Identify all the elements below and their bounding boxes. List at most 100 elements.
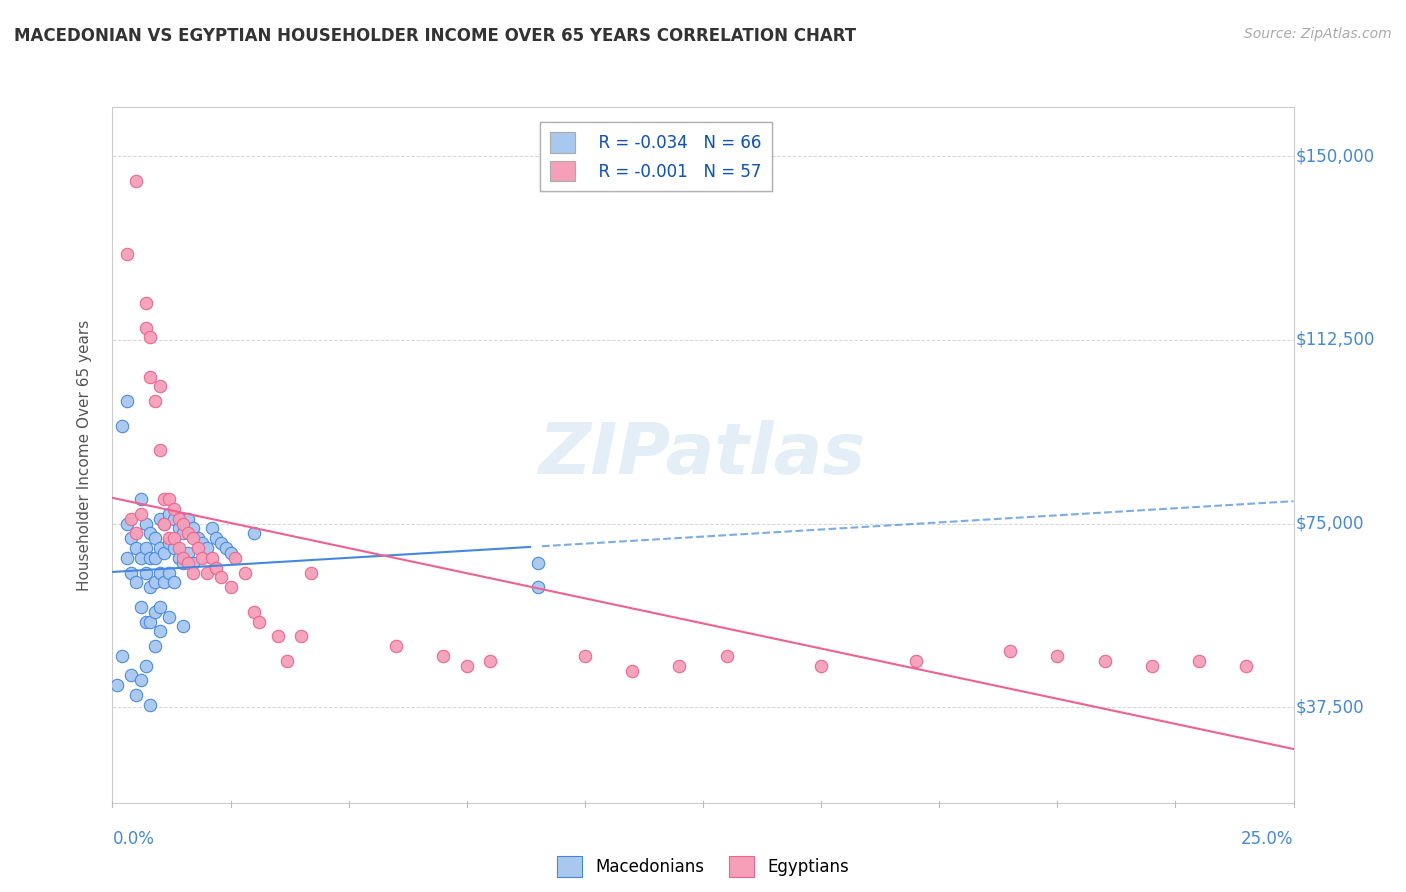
Point [129, 550, 152, 565]
Point [167, 541, 190, 555]
Point [177, 526, 200, 541]
Point [135, 658, 157, 673]
Point [153, 491, 176, 506]
Point [115, 550, 138, 565]
Point [105, 678, 128, 692]
Point [432, 648, 454, 663]
Text: $150,000: $150,000 [1296, 147, 1375, 165]
Point [233, 566, 256, 580]
Point [115, 247, 138, 261]
Point [149, 624, 172, 639]
Y-axis label: Householder Income Over 65 years: Householder Income Over 65 years [77, 319, 91, 591]
Point [115, 516, 138, 531]
Point [247, 615, 270, 629]
Point [810, 658, 832, 673]
Point [385, 639, 408, 653]
Point [1188, 654, 1211, 668]
Point [143, 605, 166, 619]
Point [125, 173, 148, 187]
Point [135, 296, 157, 310]
Point [191, 550, 214, 565]
Point [157, 531, 180, 545]
Point [201, 550, 224, 565]
Text: 0.0%: 0.0% [112, 830, 155, 847]
Point [143, 550, 166, 565]
Point [120, 668, 142, 682]
Point [139, 698, 162, 712]
Point [139, 330, 162, 344]
Point [125, 575, 148, 590]
Point [195, 541, 218, 555]
Point [267, 629, 290, 643]
Point [163, 531, 186, 545]
Point [139, 526, 162, 541]
Point [177, 556, 200, 570]
Point [526, 580, 548, 594]
Point [129, 491, 152, 506]
Point [111, 648, 134, 663]
Point [139, 580, 162, 594]
Point [668, 658, 690, 673]
Point [290, 629, 312, 643]
Text: $112,500: $112,500 [1296, 331, 1375, 349]
Point [181, 556, 204, 570]
Point [157, 536, 180, 550]
Point [135, 541, 157, 555]
Point [243, 605, 266, 619]
Point [153, 546, 176, 560]
Point [181, 566, 204, 580]
Legend:   R = -0.034   N = 66,   R = -0.001   N = 57: R = -0.034 N = 66, R = -0.001 N = 57 [540, 122, 772, 191]
Point [186, 531, 208, 545]
Point [120, 566, 142, 580]
Point [167, 511, 190, 525]
Point [716, 648, 738, 663]
Point [135, 516, 157, 531]
Point [111, 418, 134, 433]
Point [219, 546, 242, 560]
Point [129, 673, 152, 688]
Point [172, 516, 194, 531]
Point [219, 580, 242, 594]
Point [172, 550, 194, 565]
Point [479, 654, 502, 668]
Point [299, 566, 322, 580]
Text: MACEDONIAN VS EGYPTIAN HOUSEHOLDER INCOME OVER 65 YEARS CORRELATION CHART: MACEDONIAN VS EGYPTIAN HOUSEHOLDER INCOM… [14, 27, 856, 45]
Point [149, 379, 172, 393]
Point [998, 644, 1021, 658]
Point [195, 566, 218, 580]
Point [224, 550, 246, 565]
Point [139, 550, 162, 565]
Point [157, 609, 180, 624]
Point [157, 566, 180, 580]
Point [125, 541, 148, 555]
Point [276, 654, 298, 668]
Point [205, 560, 228, 574]
Point [1094, 654, 1116, 668]
Point [143, 639, 166, 653]
Point [163, 511, 186, 525]
Point [181, 521, 204, 535]
Point [153, 516, 176, 531]
Point [163, 575, 186, 590]
Point [129, 599, 152, 614]
Text: ZIPatlas: ZIPatlas [540, 420, 866, 490]
Point [186, 541, 208, 555]
Point [163, 501, 186, 516]
Point [201, 521, 224, 535]
Point [205, 531, 228, 545]
Point [177, 511, 200, 525]
Point [181, 531, 204, 545]
Point [139, 615, 162, 629]
Point [1140, 658, 1163, 673]
Text: $75,000: $75,000 [1296, 515, 1364, 533]
Point [191, 536, 214, 550]
Point [135, 615, 157, 629]
Point [149, 566, 172, 580]
Point [153, 516, 176, 531]
Point [157, 507, 180, 521]
Point [172, 526, 194, 541]
Point [135, 320, 157, 334]
Point [163, 541, 186, 555]
Point [574, 648, 596, 663]
Point [167, 521, 190, 535]
